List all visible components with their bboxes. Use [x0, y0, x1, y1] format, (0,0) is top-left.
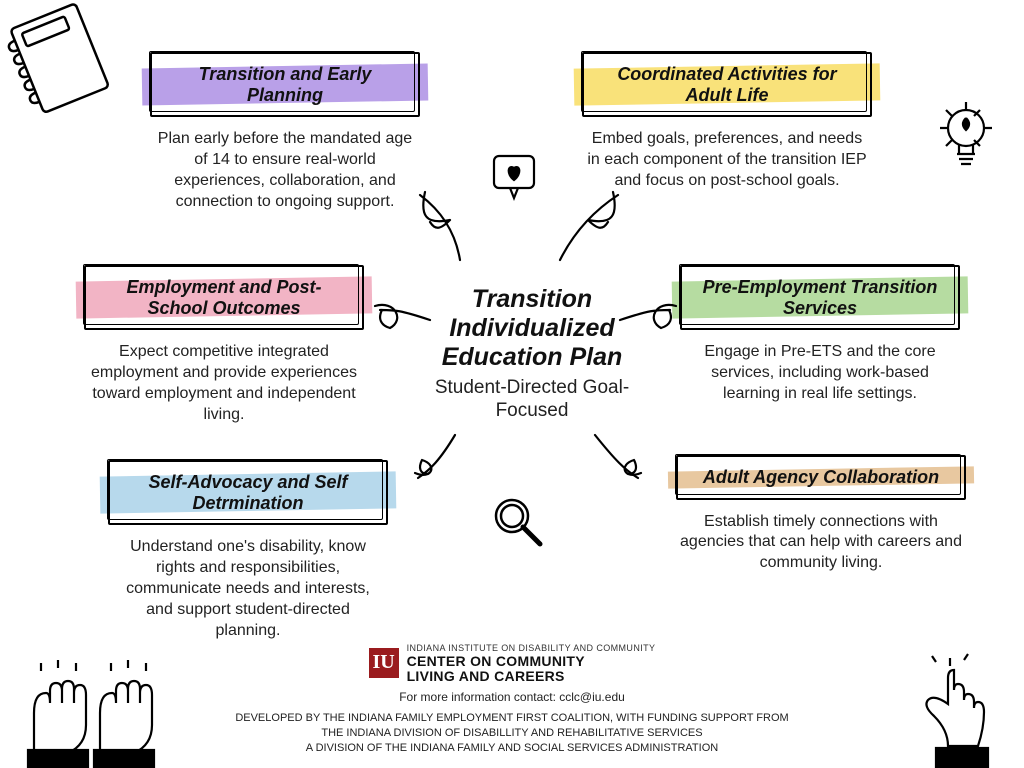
arrow-to-ml — [375, 305, 430, 328]
topic-header: Employment and Post-School Outcomes — [84, 265, 364, 330]
footer-line3: A DIVISION OF THE INDIANA FAMILY AND SOC… — [0, 741, 1024, 756]
arrow-to-bl — [415, 435, 455, 478]
infographic-canvas: Transition Individualized Education Plan… — [0, 0, 1024, 768]
footer-line1: DEVELOPED BY THE INDIANA FAMILY EMPLOYME… — [0, 711, 1024, 726]
topic-body: Expect competitive integrated employment… — [84, 342, 364, 425]
logo-text: INDIANA INSTITUTE ON DISABILITY AND COMM… — [407, 642, 656, 684]
arrow-to-tl — [420, 192, 460, 260]
footer: IU INDIANA INSTITUTE ON DISABILITY AND C… — [0, 642, 1024, 756]
topic-transition-early: Transition and Early Planning Plan early … — [150, 52, 420, 213]
footer-line2: THE INDIANA DIVISION OF DISABILLITY AND … — [0, 726, 1024, 741]
topic-selfadv: Self-Advocacy and Self Detrmination Under… — [108, 460, 388, 641]
topic-header: Coordinated Activities for Adult Life — [582, 52, 872, 117]
topic-header: Transition and Early Planning — [150, 52, 420, 117]
contact: For more information contact: cclc@iu.ed… — [0, 689, 1024, 705]
iu-logo: IU — [369, 648, 399, 678]
topic-body: Understand one's disability, know rights… — [108, 537, 388, 641]
arrow-to-tr — [560, 192, 618, 260]
topic-coordinated: Coordinated Activities for Adult Life Emb… — [582, 52, 872, 192]
topic-body: Embed goals, preferences, and needs in e… — [582, 129, 872, 191]
topic-body: Engage in Pre-ETS and the core services,… — [680, 342, 960, 404]
topic-header: Adult Agency Collaboration — [676, 455, 966, 500]
topic-body: Establish timely connections with agenci… — [676, 512, 966, 574]
topic-agency: Adult Agency Collaboration Establish time… — [676, 455, 966, 574]
topic-header: Self-Advocacy and Self Detrmination — [108, 460, 388, 525]
topic-preets: Pre-Employment Transition Services Engage… — [680, 265, 960, 405]
arrow-to-mr — [620, 305, 676, 328]
logo-line2: LIVING AND CAREERS — [407, 669, 656, 684]
topic-body: Plan early before the mandated age of 14… — [150, 129, 420, 212]
logo-line1: CENTER ON COMMUNITY — [407, 654, 656, 669]
topic-employment: Employment and Post-School Outcomes Expec… — [84, 265, 364, 426]
topic-header: Pre-Employment Transition Services — [680, 265, 960, 330]
logo-line: IU INDIANA INSTITUTE ON DISABILITY AND C… — [0, 642, 1024, 684]
arrow-to-br — [595, 435, 641, 478]
